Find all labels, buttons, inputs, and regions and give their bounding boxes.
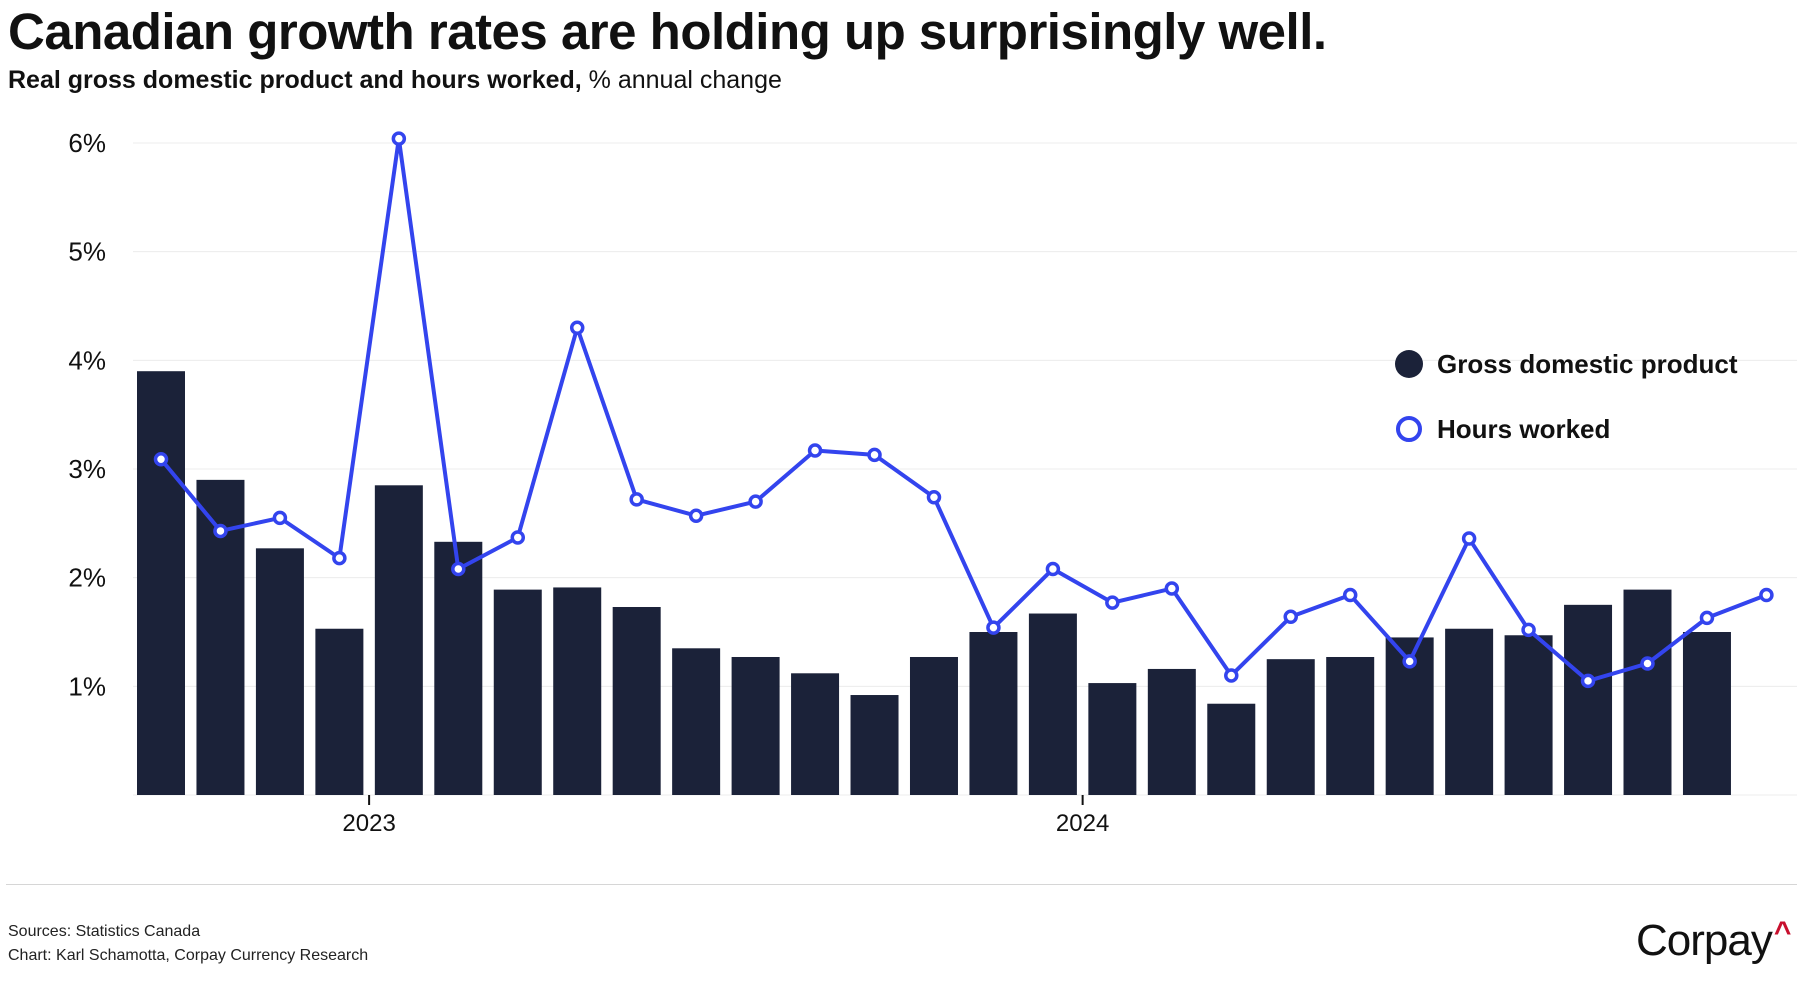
gdp-bar bbox=[850, 695, 899, 795]
hours-worked-point bbox=[926, 490, 942, 505]
hours-worked-point bbox=[748, 494, 763, 509]
subtitle-units: % annual change bbox=[581, 66, 782, 94]
hours-worked-point bbox=[1402, 654, 1417, 669]
sources-note: Sources: Statistics Canada bbox=[8, 923, 201, 940]
gdp-bar bbox=[493, 589, 542, 795]
legend-gdp-marker bbox=[1395, 350, 1423, 378]
gdp-bar bbox=[1028, 613, 1077, 795]
gdp-bar bbox=[1326, 656, 1375, 795]
hours-worked-point bbox=[688, 508, 704, 523]
hours-worked-point bbox=[1342, 587, 1358, 603]
hours-worked-point bbox=[213, 523, 228, 539]
hours-worked-point bbox=[1045, 561, 1061, 577]
y-tick-label: 2% bbox=[68, 563, 106, 593]
chart-credit: Chart: Karl Schamotta, Corpay Currency R… bbox=[8, 947, 369, 964]
gdp-bar bbox=[434, 541, 483, 795]
gdp-bar bbox=[612, 607, 661, 795]
logo-caret-icon: ^ bbox=[1773, 916, 1792, 949]
gdp-bar bbox=[1266, 659, 1315, 795]
y-tick-label: 3% bbox=[68, 454, 106, 484]
gdp-bar bbox=[731, 656, 780, 795]
gdp-bar bbox=[255, 548, 304, 795]
gdp-bar bbox=[1504, 635, 1553, 795]
hours-worked-point bbox=[629, 492, 644, 507]
gdp-bar bbox=[137, 371, 185, 795]
gdp-bar bbox=[1623, 589, 1672, 795]
hours-worked-point bbox=[1283, 609, 1298, 625]
gdp-bar bbox=[1147, 668, 1196, 795]
hours-worked-point bbox=[510, 530, 526, 545]
hours-worked-point bbox=[1759, 587, 1774, 603]
gdp-bar bbox=[909, 656, 958, 795]
hours-worked-point bbox=[391, 131, 407, 146]
hours-worked-point bbox=[569, 320, 585, 335]
hours-worked-point bbox=[451, 561, 466, 577]
y-tick-label: 5% bbox=[68, 237, 106, 267]
hours-worked-point bbox=[807, 443, 823, 458]
legend-hours-marker bbox=[1396, 416, 1422, 442]
gdp-bar bbox=[1207, 703, 1256, 795]
y-tick-label: 4% bbox=[68, 345, 106, 375]
footer-divider bbox=[6, 884, 1797, 885]
y-tick-label: 6% bbox=[68, 128, 106, 158]
hours-worked-point bbox=[1640, 656, 1655, 671]
hours-worked-point bbox=[1105, 595, 1120, 610]
gdp-bar bbox=[969, 632, 1018, 795]
hours-worked-point bbox=[1580, 673, 1596, 689]
legend-gdp-label: Gross domestic product bbox=[1437, 349, 1738, 379]
legend: Gross domestic product Hours worked bbox=[1395, 349, 1738, 444]
logo-text: Corpay bbox=[1636, 916, 1773, 965]
legend-hours-label: Hours worked bbox=[1437, 414, 1610, 444]
subtitle-bold: Real gross domestic product and hours wo… bbox=[8, 66, 582, 94]
hours-worked-point bbox=[1699, 610, 1715, 626]
chart-subtitle: Real gross domestic product and hours wo… bbox=[8, 66, 782, 95]
hours-worked-line bbox=[159, 136, 1768, 683]
hours-worked-point bbox=[153, 451, 169, 467]
chart-title: Canadian growth rates are holding up sur… bbox=[8, 3, 1327, 60]
hours-worked-point bbox=[1521, 622, 1536, 638]
gdp-bar bbox=[374, 485, 423, 795]
hours-worked-point bbox=[1164, 581, 1180, 596]
hours-worked-point bbox=[1461, 531, 1477, 546]
gdp-bar bbox=[1088, 683, 1137, 795]
hours-worked-point bbox=[1224, 668, 1239, 683]
y-tick-label: 1% bbox=[68, 671, 106, 701]
corpay-logo: Corpay^ bbox=[1636, 916, 1792, 966]
gdp-bar bbox=[791, 673, 840, 795]
x-tick-label: 2023 bbox=[342, 810, 395, 837]
gdp-bar bbox=[1445, 628, 1494, 795]
gdp-bar bbox=[553, 587, 602, 795]
hours-worked-point bbox=[986, 620, 1001, 635]
gdp-bar bbox=[315, 628, 364, 795]
gdp-bar bbox=[672, 648, 721, 795]
gdp-bar bbox=[1564, 604, 1613, 795]
hours-worked-point bbox=[332, 550, 347, 566]
hours-worked-point bbox=[867, 447, 882, 463]
gdp-bar bbox=[1682, 632, 1731, 795]
hours-worked-point bbox=[272, 510, 288, 526]
x-tick-label: 2024 bbox=[1056, 810, 1109, 837]
